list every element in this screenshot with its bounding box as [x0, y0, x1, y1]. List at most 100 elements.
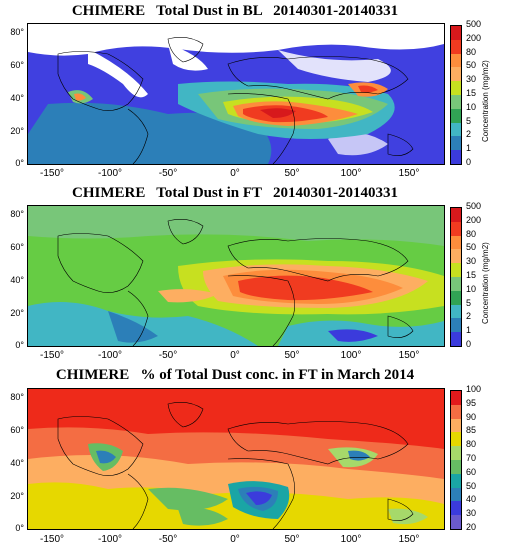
y-tick-label: 40°	[10, 458, 24, 468]
colorbar-label: 1	[466, 143, 472, 154]
x-tick-label: -50°	[158, 168, 178, 179]
colorbar-segment	[451, 432, 461, 447]
colorbar-label: 40	[466, 494, 477, 505]
colorbar-segment	[451, 418, 461, 433]
colorbar-segment	[451, 318, 461, 333]
x-tick-label: 0°	[230, 168, 240, 179]
colorbar-segment	[451, 304, 461, 319]
map-bl	[27, 23, 445, 165]
colorbar-label: 30	[466, 508, 477, 519]
colorbar-label: 30	[466, 256, 477, 267]
y-tick-label: 60°	[10, 242, 24, 252]
colorbar-label: 80	[466, 439, 477, 450]
colorbar-label: 2	[466, 129, 472, 140]
panel-bl: CHIMERE Total Dust in BL 20140301-201403…	[0, 0, 509, 180]
colorbar-label: 80	[466, 228, 477, 239]
colorbar-segment	[451, 446, 461, 460]
panel-percent-ft: CHIMERE % of Total Dust conc. in FT in M…	[0, 364, 509, 550]
colorbar-title: Concentration (mg/m2)	[481, 242, 490, 324]
y-tick-label: 60°	[10, 60, 24, 70]
x-tick-label: 100°	[340, 168, 362, 179]
colorbar-title: Concentration (mg/m2)	[481, 60, 490, 142]
colorbar-label: 15	[466, 88, 477, 98]
y-tick-label: 40°	[10, 275, 24, 285]
colorbar-segment	[451, 459, 461, 474]
colorbar-label: 50	[466, 242, 477, 253]
colorbar-segment	[451, 208, 461, 222]
colorbar-segment	[451, 235, 461, 250]
x-tick-label: 0°	[230, 534, 240, 545]
x-tick-label: 100°	[340, 534, 362, 545]
x-tick-label: -150°	[39, 350, 64, 361]
panel-title: CHIMERE Total Dust in FT 20140301-201403…	[71, 185, 398, 201]
colorbar-segment	[451, 473, 461, 488]
colorbar-segment	[451, 515, 461, 529]
x-tick-label: 50°	[284, 350, 300, 361]
colorbar-segment	[451, 501, 461, 516]
y-tick-label: 80°	[10, 209, 24, 219]
colorbar-segment	[451, 249, 461, 264]
colorbar-segment	[451, 108, 461, 123]
colorbar-segment	[451, 136, 461, 151]
colorbar-label: 500	[466, 201, 482, 211]
colorbar-segment	[451, 391, 461, 405]
colorbar-segment	[451, 67, 461, 82]
colorbar-label: 0	[466, 157, 472, 167]
x-tick-label: -100°	[97, 534, 122, 545]
colorbar-label: 70	[466, 453, 477, 463]
x-tick-label: 150°	[398, 350, 420, 361]
y-tick-label: 20°	[10, 126, 24, 136]
colorbar-segment	[451, 404, 461, 419]
x-tick-label: 50°	[284, 168, 300, 179]
colorbar-label: 50	[466, 60, 477, 71]
x-tick-label: -150°	[39, 534, 64, 545]
colorbar-label: 85	[466, 425, 477, 436]
colorbar-segment	[451, 276, 461, 291]
colorbar-label: 100	[466, 384, 482, 394]
map-percent-ft	[27, 388, 445, 530]
colorbar-label: 200	[466, 32, 482, 43]
y-tick-label: 80°	[10, 392, 24, 402]
colorbar-segment	[451, 290, 461, 305]
colorbar	[450, 390, 462, 530]
y-tick-label: 80°	[10, 27, 24, 37]
x-tick-label: 50°	[284, 534, 300, 545]
y-tick-label: 20°	[10, 491, 24, 501]
colorbar-label: 10	[466, 101, 477, 112]
colorbar-label: 5	[466, 115, 472, 126]
colorbar-segment	[451, 53, 461, 68]
colorbar-segment	[451, 81, 461, 95]
x-tick-label: 150°	[398, 534, 420, 545]
y-tick-label: 40°	[10, 93, 24, 103]
colorbar-label: 15	[466, 270, 477, 280]
y-tick-label: 60°	[10, 425, 24, 435]
colorbar-label: 500	[466, 19, 482, 29]
x-tick-label: -50°	[158, 534, 178, 545]
x-tick-label: -150°	[39, 168, 64, 179]
y-tick-label: 0°	[15, 340, 24, 350]
colorbar-label: 95	[466, 397, 477, 408]
x-tick-label: 0°	[230, 350, 240, 361]
colorbar-label: 0	[466, 339, 472, 349]
colorbar-label: 50	[466, 480, 477, 491]
colorbar-label: 60	[466, 466, 477, 477]
x-tick-label: 100°	[340, 350, 362, 361]
colorbar-segment	[451, 221, 461, 236]
colorbar-label: 90	[466, 411, 477, 422]
colorbar-segment	[451, 122, 461, 137]
colorbar-label: 1	[466, 325, 472, 336]
y-tick-label: 20°	[10, 308, 24, 318]
colorbar-segment	[451, 263, 461, 277]
panel-title: CHIMERE % of Total Dust conc. in FT in M…	[55, 367, 415, 383]
colorbar-segment	[451, 39, 461, 54]
y-tick-label: 0°	[15, 158, 24, 168]
x-tick-label: -100°	[97, 168, 122, 179]
panel-ft: CHIMERE Total Dust in FT 20140301-201403…	[0, 182, 509, 362]
colorbar-label: 5	[466, 297, 472, 308]
colorbar	[450, 25, 462, 165]
colorbar-label: 2	[466, 311, 472, 322]
y-tick-label: 0°	[15, 523, 24, 533]
x-tick-label: 150°	[398, 168, 420, 179]
colorbar-label: 30	[466, 74, 477, 85]
colorbar-segment	[451, 487, 461, 502]
